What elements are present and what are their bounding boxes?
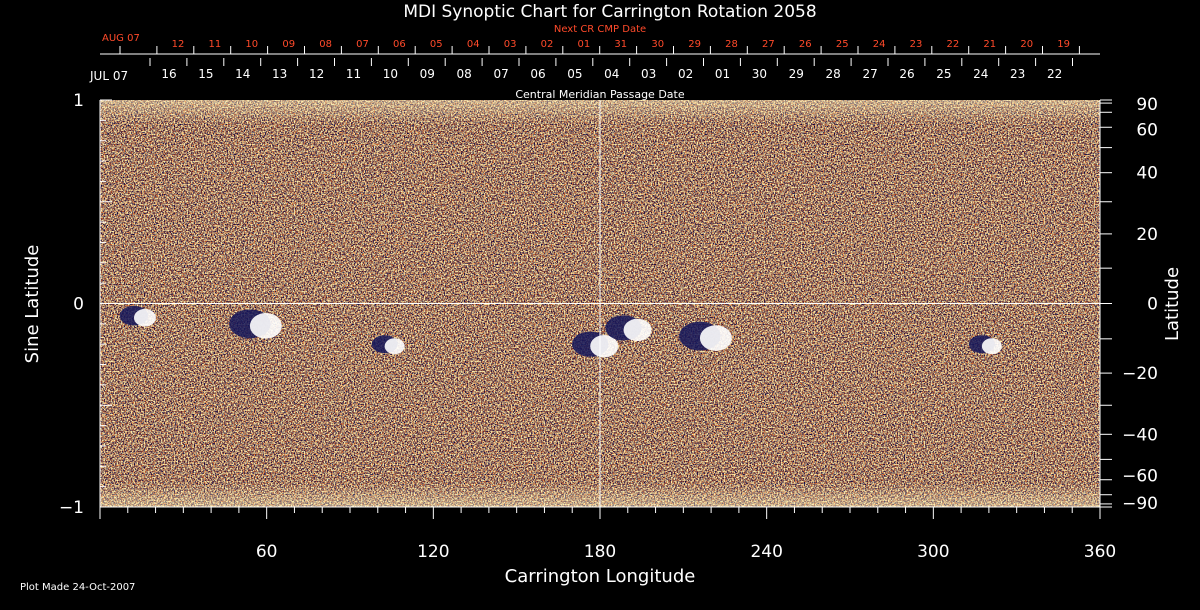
- top-axis-2-date-17: 29: [789, 67, 804, 81]
- right-y-tick-label-1: 60: [1136, 120, 1158, 140]
- top-axis-1-start-label: AUG 07: [102, 33, 140, 44]
- top-axis-1-date-21: 22: [947, 39, 960, 50]
- top-axis-1-date-6: 06: [393, 39, 406, 50]
- top-axis-2-ticks: 16 15 14 13 12 11 10 09 08 07 06 05 04 03 02 01 30 29 28 27…: [149, 58, 1073, 81]
- magnetogram-map: [100, 100, 1100, 507]
- active-region-positive-4: [623, 318, 652, 342]
- top-axis-1-date-13: 30: [651, 39, 664, 50]
- right-y-tick-label-3: 20: [1136, 225, 1158, 245]
- right-y-tick-label-4: 0: [1147, 295, 1158, 315]
- top-axis-1-date-17: 26: [799, 39, 812, 50]
- top-axis-1-date-11: 01: [578, 39, 591, 50]
- top-axis-1-date-7: 05: [430, 39, 443, 50]
- top-axis-1-date-20: 23: [910, 39, 923, 50]
- top-axis-1-date-0: 12: [172, 39, 185, 50]
- top-axis-2-date-9: 07: [493, 67, 508, 81]
- top-axis-2-date-11: 05: [567, 67, 582, 81]
- top-axis-1-date-8: 04: [467, 39, 480, 50]
- top-axis-2-date-19: 27: [862, 67, 877, 81]
- top-axis-1-date-10: 02: [541, 39, 554, 50]
- x-tick-label-180: 180: [584, 542, 616, 562]
- top-axis-2-label: Central Meridian Passage Date: [515, 88, 684, 101]
- active-region-positive-5: [699, 325, 732, 351]
- top-axis-2-date-5: 11: [346, 67, 361, 81]
- top-axis-2-date-24: 22: [1047, 67, 1062, 81]
- top-axis-2-date-4: 12: [309, 67, 324, 81]
- top-axis-1-date-24: 19: [1057, 39, 1070, 50]
- right-y-axis-label: Latitude: [1162, 267, 1183, 341]
- top-axis-1-date-2: 10: [245, 39, 258, 50]
- chart-title: MDI Synoptic Chart for Carrington Rotati…: [403, 2, 816, 22]
- top-axis-2-date-22: 24: [973, 67, 988, 81]
- x-tick-label-240: 240: [750, 542, 782, 562]
- top-axis-2-date-15: 01: [715, 67, 730, 81]
- left-y-tick-label-2: −1: [59, 498, 84, 518]
- active-region-positive-2: [384, 338, 405, 355]
- x-tick-label-360: 360: [1084, 542, 1116, 562]
- top-axis-2-date-7: 09: [420, 67, 435, 81]
- top-axis-2-date-14: 02: [678, 67, 693, 81]
- top-axis-2-date-20: 26: [899, 67, 914, 81]
- top-axis-1-date-9: 03: [504, 39, 517, 50]
- top-axis-2-start-label: JUL 07: [89, 69, 128, 83]
- left-y-tick-label-1: 0: [73, 295, 84, 315]
- top-axis-2-date-16: 30: [752, 67, 767, 81]
- left-y-axis-ticks: 1 0 −1: [59, 91, 112, 518]
- active-region-positive-3: [590, 335, 619, 358]
- left-y-tick-label-0: 1: [73, 91, 84, 111]
- plot-made-label: Plot Made 24-Oct-2007: [20, 582, 135, 593]
- top-axis-2-date-6: 10: [383, 67, 398, 81]
- top-axis-2-date-0: 16: [161, 67, 176, 81]
- right-y-tick-label-7: −60: [1122, 467, 1158, 487]
- top-axis-1-date-23: 20: [1020, 39, 1033, 50]
- right-y-tick-label-2: 40: [1136, 164, 1158, 184]
- x-tick-label-120: 120: [417, 542, 449, 562]
- active-region-positive-6: [981, 338, 1002, 355]
- top-axis-2-date-8: 08: [457, 67, 472, 81]
- left-y-axis-label: Sine Latitude: [22, 245, 43, 364]
- x-tick-label-60: 60: [256, 542, 278, 562]
- top-axis-1-date-15: 28: [725, 39, 738, 50]
- top-axis-1-date-19: 24: [873, 39, 886, 50]
- top-axis-1-date-3: 09: [282, 39, 295, 50]
- top-axis-2-date-18: 28: [826, 67, 841, 81]
- top-axis-1-date-4: 08: [319, 39, 332, 50]
- top-axis-1-ticks: 12 11 10 09 08 07 06 05 04 03 02 01 31 30 29 28 27 26 25 24…: [119, 39, 1080, 54]
- top-axis-1-date-18: 25: [836, 39, 849, 50]
- active-regions: [119, 305, 1002, 358]
- top-axis-1-date-14: 29: [688, 39, 701, 50]
- top-axis-1-date-22: 21: [983, 39, 996, 50]
- right-y-axis-ticks: 90 60 40 20 0 −20 −40 −60 −90: [1100, 95, 1158, 514]
- top-axis-2-date-23: 23: [1010, 67, 1025, 81]
- top-axis-1-date-1: 11: [209, 39, 222, 50]
- right-y-tick-label-5: −20: [1122, 364, 1158, 384]
- right-y-tick-label-6: −40: [1122, 425, 1158, 445]
- top-axis-1-date-16: 27: [762, 39, 775, 50]
- top-axis-2-date-3: 13: [272, 67, 287, 81]
- top-axis-1-date-5: 07: [356, 39, 369, 50]
- active-region-positive-1: [249, 313, 282, 339]
- x-axis-label: Carrington Longitude: [505, 566, 696, 587]
- x-axis-ticks: 60 120 180 240 300 360: [99, 507, 1116, 562]
- top-axis-2-date-12: 04: [604, 67, 619, 81]
- top-axis-2-date-1: 15: [198, 67, 213, 81]
- top-axis-2-date-21: 25: [936, 67, 951, 81]
- top-axis-2-date-10: 06: [530, 67, 545, 81]
- top-axis-2-date-13: 03: [641, 67, 656, 81]
- right-y-tick-label-8: −90: [1122, 494, 1158, 514]
- x-tick-label-300: 300: [917, 542, 949, 562]
- active-region-positive-0: [133, 308, 156, 327]
- top-axis-1-label: Next CR CMP Date: [554, 24, 646, 35]
- top-axis-1-date-12: 31: [614, 39, 627, 50]
- right-y-tick-label-0: 90: [1136, 95, 1158, 115]
- top-axis-2-date-2: 14: [235, 67, 250, 81]
